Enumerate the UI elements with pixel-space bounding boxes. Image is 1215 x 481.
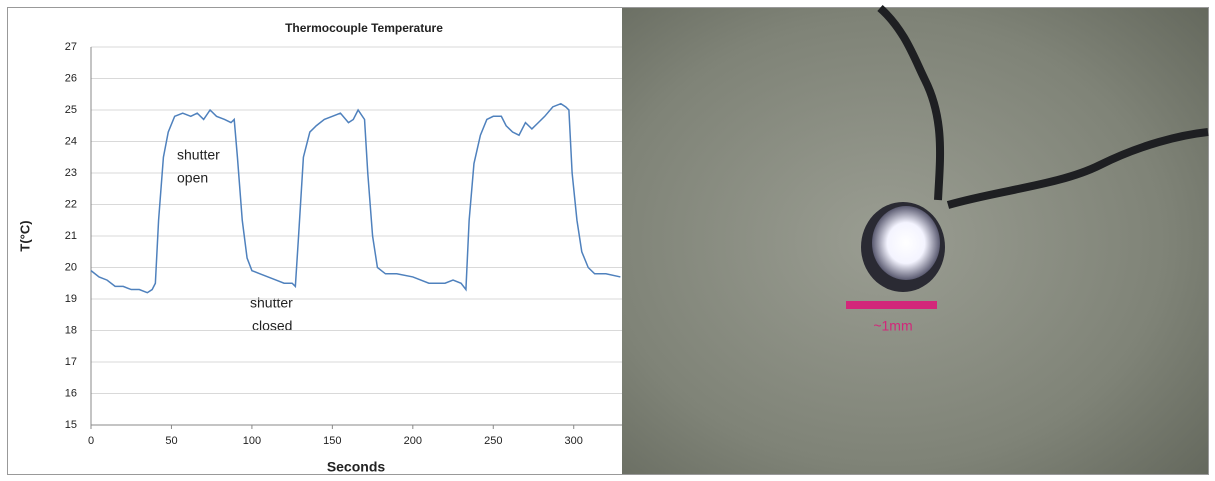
y-tick-label: 17 <box>65 356 77 368</box>
y-tick-label: 25 <box>65 104 77 116</box>
junction-glow <box>872 206 940 280</box>
x-tick-label: 50 <box>165 435 177 447</box>
photo: ~1mm <box>622 4 1209 474</box>
x-tick-label: 150 <box>323 435 341 447</box>
y-axis-label: T(°C) <box>17 220 32 251</box>
y-tick-label: 26 <box>65 72 77 84</box>
wire <box>877 4 945 201</box>
y-tick-label: 19 <box>65 293 77 305</box>
annotation: shutter <box>250 295 293 311</box>
x-tick-label: 0 <box>88 435 94 447</box>
y-tick-label: 24 <box>65 135 77 147</box>
scale-bar <box>846 301 937 309</box>
x-tick-label: 250 <box>484 435 502 447</box>
y-tick-label: 20 <box>65 261 77 273</box>
annotation: shutter <box>177 147 220 163</box>
y-tick-label: 15 <box>65 419 77 431</box>
scale-label: ~1mm <box>873 318 912 334</box>
y-tick-label: 16 <box>65 387 77 399</box>
x-tick-label: 200 <box>404 435 422 447</box>
y-tick-label: 27 <box>65 41 77 53</box>
annotation: closed <box>252 318 292 334</box>
annotation: open <box>177 170 208 186</box>
chart-title: Thermocouple Temperature <box>285 21 443 35</box>
wire <box>946 128 1209 209</box>
x-axis-label: Seconds <box>327 459 386 475</box>
data-line <box>90 102 621 294</box>
y-tick-label: 23 <box>65 167 77 179</box>
y-tick-label: 18 <box>65 324 77 336</box>
y-tick-label: 21 <box>65 230 77 242</box>
x-tick-label: 300 <box>565 435 583 447</box>
y-tick-label: 22 <box>65 198 77 210</box>
x-tick-label: 100 <box>243 435 261 447</box>
